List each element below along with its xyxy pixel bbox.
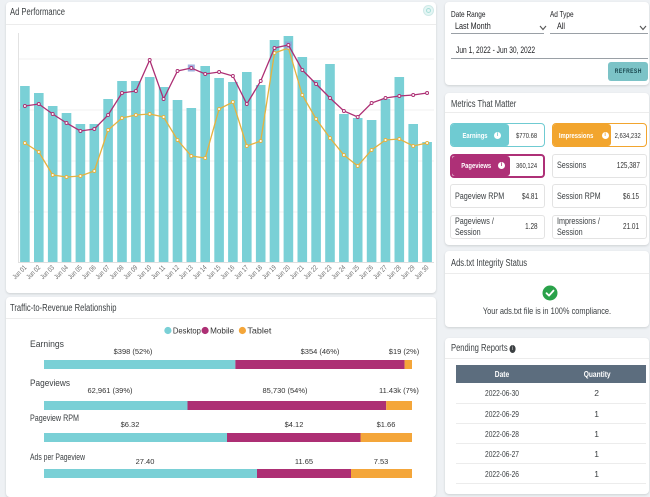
- svg-text:Jun 15: Jun 15: [206, 264, 223, 281]
- svg-text:Earnings: Earnings: [30, 339, 64, 349]
- svg-text:$19 (2%): $19 (2%): [389, 347, 420, 356]
- svg-text:85,730 (54%): 85,730 (54%): [262, 386, 308, 395]
- svg-text:Jun 13: Jun 13: [178, 264, 195, 281]
- svg-text:Jun 10: Jun 10: [136, 264, 153, 281]
- svg-text:Jun 27: Jun 27: [372, 264, 389, 281]
- svg-text:Tablet: Tablet: [247, 326, 272, 336]
- svg-text:62,961 (39%): 62,961 (39%): [87, 386, 133, 395]
- svg-text:Jun 01: Jun 01: [12, 264, 29, 281]
- svg-text:11.43k (7%): 11.43k (7%): [379, 386, 419, 395]
- svg-text:Jun 23: Jun 23: [317, 264, 334, 281]
- svg-text:$6.32: $6.32: [121, 420, 140, 429]
- svg-text:Jun 16: Jun 16: [220, 264, 237, 281]
- svg-text:Jun 07: Jun 07: [95, 264, 112, 281]
- svg-text:Pageviews: Pageviews: [30, 378, 70, 388]
- svg-text:Jun 20: Jun 20: [275, 264, 292, 281]
- svg-text:Jun 24: Jun 24: [331, 264, 348, 281]
- svg-text:Jun 06: Jun 06: [81, 264, 98, 281]
- svg-text:Jun 19: Jun 19: [261, 264, 278, 281]
- svg-text:Jun 25: Jun 25: [344, 264, 361, 281]
- svg-text:Jun 18: Jun 18: [247, 264, 264, 281]
- svg-text:Jun 02: Jun 02: [26, 264, 43, 281]
- svg-text:Jun 28: Jun 28: [386, 264, 403, 281]
- svg-text:Jun 30: Jun 30: [414, 264, 431, 281]
- svg-text:Ads per Pageview: Ads per Pageview: [30, 452, 85, 462]
- svg-text:Jun 21: Jun 21: [289, 264, 306, 281]
- svg-text:Jun 09: Jun 09: [123, 264, 140, 281]
- svg-text:Mobile: Mobile: [210, 326, 234, 336]
- svg-text:11.65: 11.65: [295, 457, 313, 466]
- svg-text:Desktop: Desktop: [173, 326, 201, 336]
- svg-text:$4.12: $4.12: [285, 420, 304, 429]
- svg-text:Jun 04: Jun 04: [53, 264, 70, 281]
- svg-text:$1.66: $1.66: [377, 420, 396, 429]
- svg-text:Pageview RPM: Pageview RPM: [30, 413, 79, 423]
- svg-text:Jun 17: Jun 17: [234, 264, 251, 281]
- svg-text:7.53: 7.53: [374, 457, 389, 466]
- svg-text:27.40: 27.40: [136, 457, 155, 466]
- svg-text:Jun 08: Jun 08: [109, 264, 126, 281]
- svg-text:Jun 14: Jun 14: [192, 264, 209, 281]
- svg-text:Jun 03: Jun 03: [39, 264, 56, 281]
- svg-text:Jun 22: Jun 22: [303, 264, 320, 281]
- svg-text:Jun 11: Jun 11: [150, 264, 167, 281]
- svg-text:$354 (46%): $354 (46%): [301, 347, 340, 356]
- svg-text:Jun 26: Jun 26: [358, 264, 375, 281]
- svg-text:Jun 05: Jun 05: [67, 264, 84, 281]
- svg-text:$398 (52%): $398 (52%): [114, 347, 153, 356]
- svg-text:Jun 12: Jun 12: [164, 264, 181, 281]
- svg-text:Jun 29: Jun 29: [400, 264, 417, 281]
